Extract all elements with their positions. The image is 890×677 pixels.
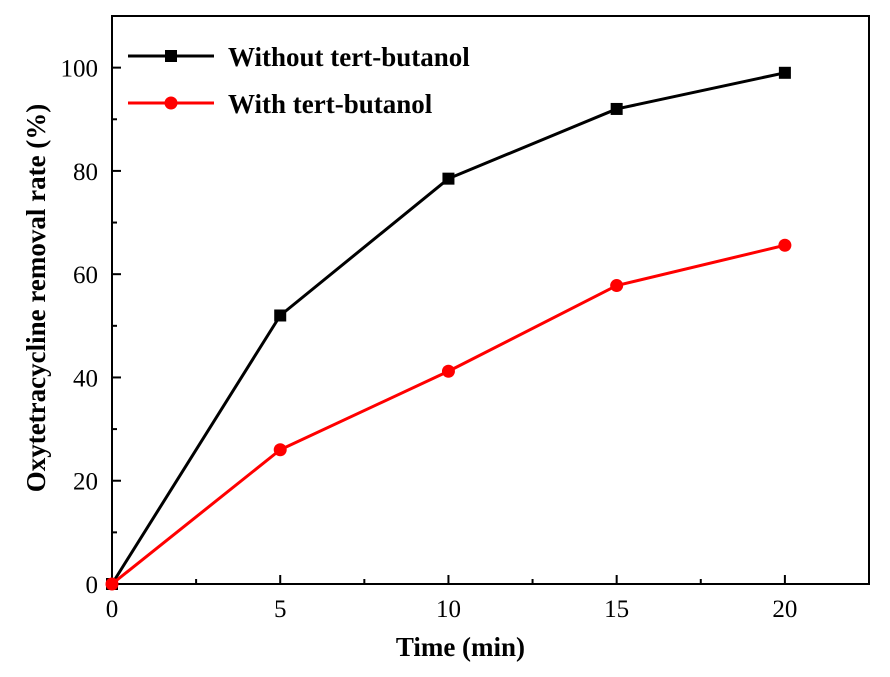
legend-marker-circle [164,96,178,110]
legend-label-1: Without tert-butanol [228,42,470,72]
plot-frame [111,15,870,585]
data-point-circle [778,238,792,252]
series-line-2 [111,243,786,586]
y-axis-title: Oxytetracycline removal rate (%) [21,104,51,493]
x-tick-label: 20 [772,596,797,623]
series-line-1 [110,71,786,585]
x-tick-label: 10 [436,596,461,623]
data-point-square [442,172,455,185]
data-point-square [610,102,623,115]
y-tick-label: 0 [86,572,99,599]
x-axis-title: Time (min) [396,632,525,662]
y-tick-label: 100 [61,56,99,83]
data-point-circle [441,364,455,378]
legend-label-2: With tert-butanol [228,89,433,119]
data-point-circle [273,443,287,457]
y-tick-label: 40 [73,365,98,392]
legend-marker-square [165,50,177,62]
data-point-square [274,309,287,322]
y-tick-label: 80 [73,159,98,186]
x-tick-label: 0 [106,596,119,623]
x-tick-label: 5 [274,596,287,623]
y-tick-label: 60 [73,262,98,289]
data-point-circle [610,279,624,293]
data-point-square [778,66,791,79]
y-tick-label: 20 [73,469,98,496]
x-tick-label: 15 [604,596,629,623]
data-point-circle [105,577,119,591]
